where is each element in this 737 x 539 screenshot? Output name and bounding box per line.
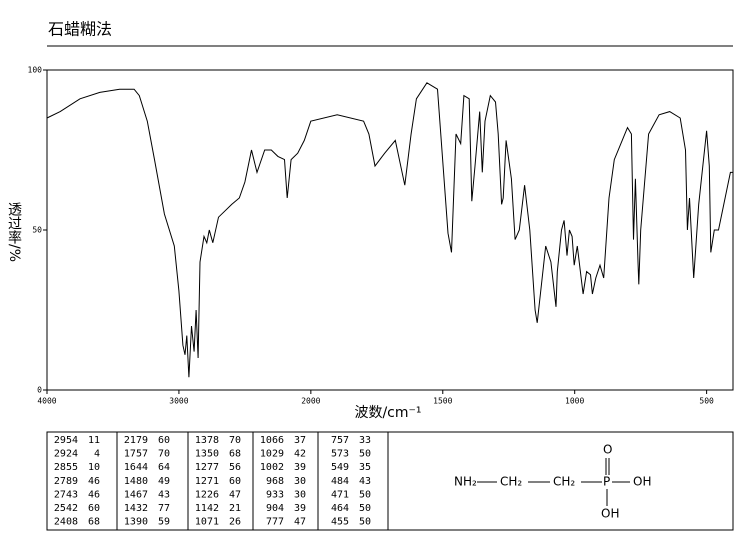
peak-wavenumber: 1271	[195, 476, 219, 487]
peak-wavenumber: 777	[266, 517, 284, 528]
peak-wavenumber: 1480	[124, 476, 148, 487]
peak-wavenumber: 1378	[195, 435, 219, 446]
peak-transmittance: 50	[359, 489, 371, 500]
x-axis-label: 波数/cm⁻¹	[354, 405, 421, 421]
peak-wavenumber: 484	[331, 476, 349, 487]
peak-transmittance: 60	[158, 435, 170, 446]
peak-transmittance: 30	[294, 489, 306, 500]
peak-wavenumber: 757	[331, 435, 349, 446]
peak-wavenumber: 1071	[195, 517, 219, 528]
peak-wavenumber: 1390	[124, 517, 148, 528]
x-tick-label: 4000	[37, 397, 56, 406]
peak-transmittance: 46	[88, 489, 100, 500]
spectrum-line	[46, 82, 733, 378]
peak-wavenumber: 2924	[54, 449, 78, 460]
peak-wavenumber: 549	[331, 462, 349, 473]
peak-wavenumber: 968	[266, 476, 284, 487]
atom-label: NH₂	[454, 475, 477, 489]
peak-transmittance: 39	[294, 503, 306, 514]
x-tick-label: 1000	[565, 397, 584, 406]
x-tick-label: 2000	[301, 397, 320, 406]
y-axis-label: 透过率/%	[6, 202, 22, 262]
peak-wavenumber: 2954	[54, 435, 78, 446]
peak-transmittance: 43	[158, 489, 170, 500]
peak-wavenumber: 1432	[124, 503, 148, 514]
atom-label: OH	[633, 475, 651, 489]
peak-wavenumber: 464	[331, 503, 349, 514]
peak-wavenumber: 1002	[260, 462, 284, 473]
peak-wavenumber: 933	[266, 489, 284, 500]
peak-transmittance: 33	[359, 435, 371, 446]
peak-transmittance: 50	[359, 449, 371, 460]
peak-wavenumber: 1142	[195, 503, 219, 514]
chart-title: 石蜡糊法	[48, 20, 112, 39]
peak-wavenumber: 1757	[124, 449, 148, 460]
peak-transmittance: 70	[229, 435, 241, 446]
peak-transmittance: 64	[158, 462, 170, 473]
peak-transmittance: 37	[294, 435, 306, 446]
peak-transmittance: 70	[158, 449, 170, 460]
plot-frame	[46, 69, 734, 391]
peak-wavenumber: 2542	[54, 503, 78, 514]
peak-transmittance: 10	[88, 462, 100, 473]
y-tick-label: 0	[37, 386, 42, 395]
peak-transmittance: 43	[359, 476, 371, 487]
peak-wavenumber: 455	[331, 517, 349, 528]
peak-wavenumber: 471	[331, 489, 349, 500]
peak-transmittance: 49	[158, 476, 170, 487]
peak-wavenumber: 2789	[54, 476, 78, 487]
peak-wavenumber: 2179	[124, 435, 148, 446]
x-tick-label: 3000	[169, 397, 188, 406]
peak-wavenumber: 1029	[260, 449, 284, 460]
peak-transmittance: 68	[229, 449, 241, 460]
peak-wavenumber: 2408	[54, 517, 78, 528]
peak-transmittance: 60	[88, 503, 100, 514]
peak-wavenumber: 2855	[54, 462, 78, 473]
peak-wavenumber: 1226	[195, 489, 219, 500]
atom-label: P	[603, 475, 610, 489]
atom-label: CH₂	[553, 475, 575, 489]
y-tick-label: 50	[32, 226, 42, 235]
peak-transmittance: 47	[229, 489, 241, 500]
peak-transmittance: 50	[359, 503, 371, 514]
peak-wavenumber: 1644	[124, 462, 148, 473]
peak-wavenumber: 2743	[54, 489, 78, 500]
peak-transmittance: 59	[158, 517, 170, 528]
peak-transmittance: 68	[88, 517, 100, 528]
peak-wavenumber: 1467	[124, 489, 148, 500]
peak-wavenumber: 1066	[260, 435, 284, 446]
peak-wavenumber: 573	[331, 449, 349, 460]
peak-transmittance: 11	[88, 435, 100, 446]
peak-transmittance: 39	[294, 462, 306, 473]
peak-transmittance: 21	[229, 503, 241, 514]
peak-transmittance: 50	[359, 517, 371, 528]
peak-transmittance: 30	[294, 476, 306, 487]
peak-transmittance: 4	[94, 449, 100, 460]
atom-label: O	[603, 443, 612, 457]
peak-transmittance: 26	[229, 517, 241, 528]
peak-transmittance: 77	[158, 503, 170, 514]
structure	[477, 458, 630, 506]
peak-transmittance: 60	[229, 476, 241, 487]
peak-transmittance: 35	[359, 462, 371, 473]
x-tick-label: 1500	[433, 397, 452, 406]
atom-label: CH₂	[500, 475, 522, 489]
peak-table-frame	[46, 431, 734, 531]
x-tick-label: 500	[699, 397, 714, 406]
peak-transmittance: 47	[294, 517, 306, 528]
peak-transmittance: 46	[88, 476, 100, 487]
peak-wavenumber: 1350	[195, 449, 219, 460]
peak-transmittance: 56	[229, 462, 241, 473]
peak-transmittance: 42	[294, 449, 306, 460]
atom-label: OH	[601, 507, 619, 521]
peak-wavenumber: 904	[266, 503, 284, 514]
peak-wavenumber: 1277	[195, 462, 219, 473]
y-tick-label: 100	[28, 66, 43, 75]
